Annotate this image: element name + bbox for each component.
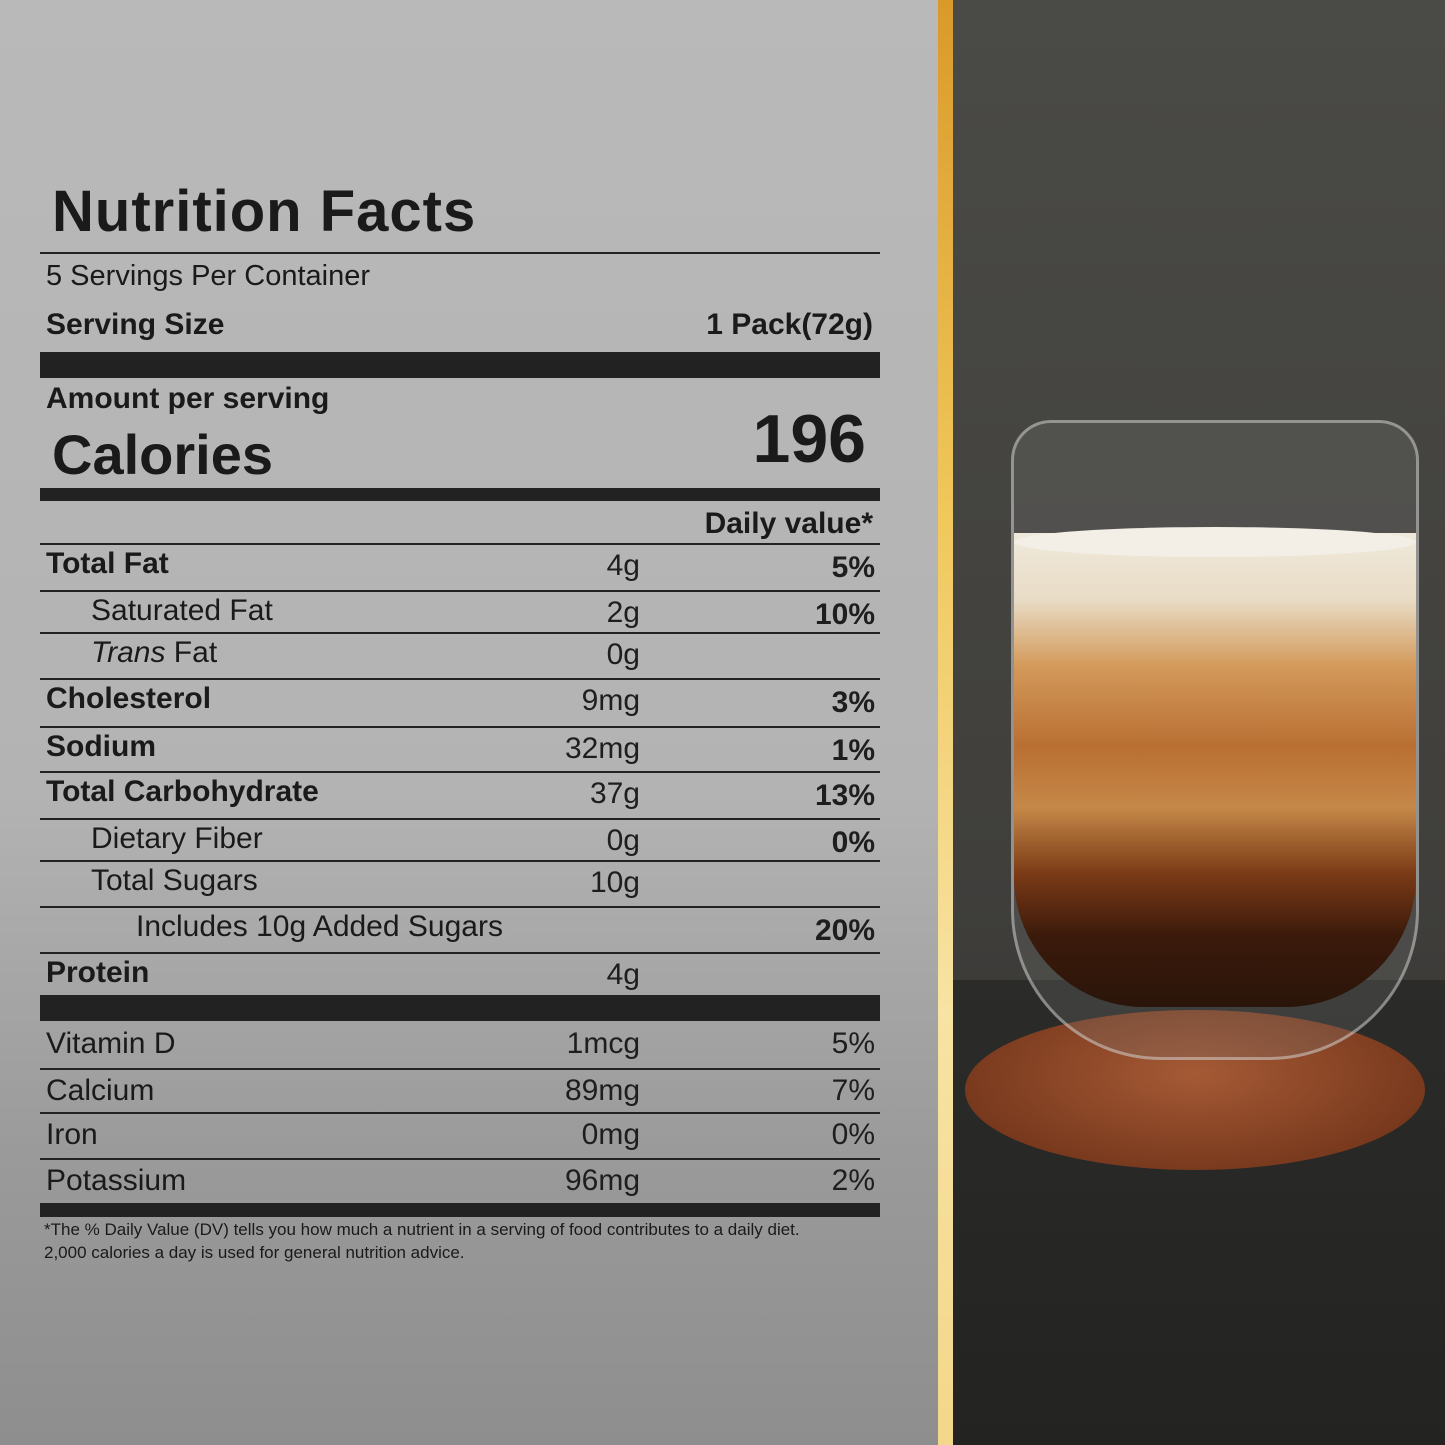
- nutrient-name-text: Saturated Fat: [91, 594, 273, 627]
- nutrient-name: Total Sugars: [91, 864, 258, 898]
- nutrient-name-text: Cholesterol: [46, 682, 212, 715]
- nutrient-name-text: Trans: [91, 636, 166, 669]
- nutrient-name-text: Protein: [46, 956, 150, 989]
- divider: [40, 1068, 880, 1070]
- divider: [40, 1112, 880, 1114]
- vitamin-name: Vitamin D: [46, 1027, 176, 1060]
- divider: [40, 860, 880, 862]
- nutrient-name: Total Fat: [46, 547, 169, 581]
- footnote: *The % Daily Value (DV) tells you how mu…: [44, 1220, 800, 1239]
- gold-divider-strip: [938, 0, 953, 1445]
- nutrient-name-text: Total Fat: [46, 547, 169, 580]
- footnote: 2,000 calories a day is used for general…: [44, 1243, 465, 1262]
- vitamin-amount: 96mg: [564, 1164, 640, 1197]
- nutrient-name: Sodium: [46, 730, 156, 764]
- nutrient-daily-value: 5%: [831, 551, 875, 584]
- nutrient-daily-value: 1%: [831, 734, 875, 767]
- nutrient-amount: 10g: [589, 866, 640, 899]
- vitamin-amount: 89mg: [564, 1074, 640, 1107]
- nutrient-name-text: Total Sugars: [91, 864, 258, 897]
- vitamin-name: Calcium: [46, 1074, 155, 1107]
- vitamin-daily-value: 2%: [831, 1164, 875, 1197]
- label-title: Nutrition Facts: [52, 179, 477, 244]
- milk-tea: [1014, 533, 1416, 1007]
- serving-size-label: Serving Size: [46, 308, 225, 341]
- divider: [40, 952, 880, 954]
- nutrient-daily-value: 13%: [814, 779, 875, 812]
- servings-per-container: 5 Servings Per Container: [46, 260, 370, 292]
- divider: [40, 818, 880, 820]
- divider: [40, 632, 880, 634]
- vitamin-daily-value: 0%: [831, 1118, 875, 1151]
- serving-size-value: 1 Pack(72g): [706, 308, 873, 341]
- vitamin-amount: 1mcg: [566, 1027, 640, 1060]
- divider: [40, 543, 880, 545]
- calories-label: Calories: [52, 423, 273, 486]
- divider: [40, 252, 880, 254]
- nutrient-amount: 32mg: [564, 732, 640, 765]
- nutrient-name-text: Sodium: [46, 730, 156, 763]
- nutrient-name: Cholesterol: [46, 682, 211, 716]
- nutrient-name: Saturated Fat: [91, 594, 273, 628]
- nutrient-name: Trans Fat: [91, 636, 217, 670]
- thick-divider: [40, 488, 880, 501]
- nutrient-amount: 0g: [606, 824, 640, 857]
- thick-divider: [40, 352, 880, 378]
- nutrient-amount: 9mg: [581, 684, 640, 717]
- divider: [40, 1158, 880, 1160]
- nutrient-name: Total Carbohydrate: [46, 775, 319, 809]
- nutrient-name: Includes 10g Added Sugars: [136, 910, 503, 944]
- nutrient-name-text: Includes 10g Added Sugars: [136, 910, 503, 943]
- vitamin-amount: 0mg: [581, 1118, 640, 1151]
- thick-divider: [40, 995, 880, 1021]
- nutrient-daily-value: 0%: [831, 826, 875, 859]
- divider: [40, 590, 880, 592]
- milk-surface: [1014, 527, 1416, 557]
- amount-per-serving: Amount per serving: [46, 382, 330, 415]
- thick-divider: [40, 1203, 880, 1217]
- nutrient-name: Protein: [46, 956, 149, 990]
- divider: [40, 678, 880, 680]
- glass-of-bubble-tea: [1011, 420, 1419, 1060]
- divider: [40, 726, 880, 728]
- bubble-tea-photo: [953, 0, 1445, 1445]
- nutrient-name-suffix: Fat: [165, 636, 218, 669]
- nutrient-daily-value: 10%: [814, 598, 875, 631]
- nutrient-daily-value: 3%: [831, 686, 875, 719]
- nutrient-amount: 4g: [606, 958, 640, 991]
- daily-value-header: Daily value*: [704, 507, 873, 540]
- vitamin-daily-value: 5%: [831, 1027, 875, 1060]
- vitamin-daily-value: 7%: [831, 1074, 875, 1107]
- nutrient-amount: 0g: [606, 638, 640, 671]
- nutrient-amount: 2g: [606, 596, 640, 629]
- nutrient-amount: 37g: [589, 777, 640, 810]
- calories-value: 196: [752, 401, 866, 477]
- nutrient-daily-value: 20%: [814, 914, 875, 947]
- divider: [40, 906, 880, 908]
- nutrient-amount: 4g: [606, 549, 640, 582]
- nutrition-panel: Nutrition Facts 5 Servings Per Container…: [0, 0, 938, 1445]
- vitamin-name: Iron: [46, 1118, 98, 1151]
- nutrient-name: Dietary Fiber: [91, 822, 263, 856]
- nutrient-name-text: Dietary Fiber: [91, 822, 263, 855]
- divider: [40, 771, 880, 773]
- vitamin-name: Potassium: [46, 1164, 187, 1197]
- nutrient-name-text: Total Carbohydrate: [46, 775, 319, 808]
